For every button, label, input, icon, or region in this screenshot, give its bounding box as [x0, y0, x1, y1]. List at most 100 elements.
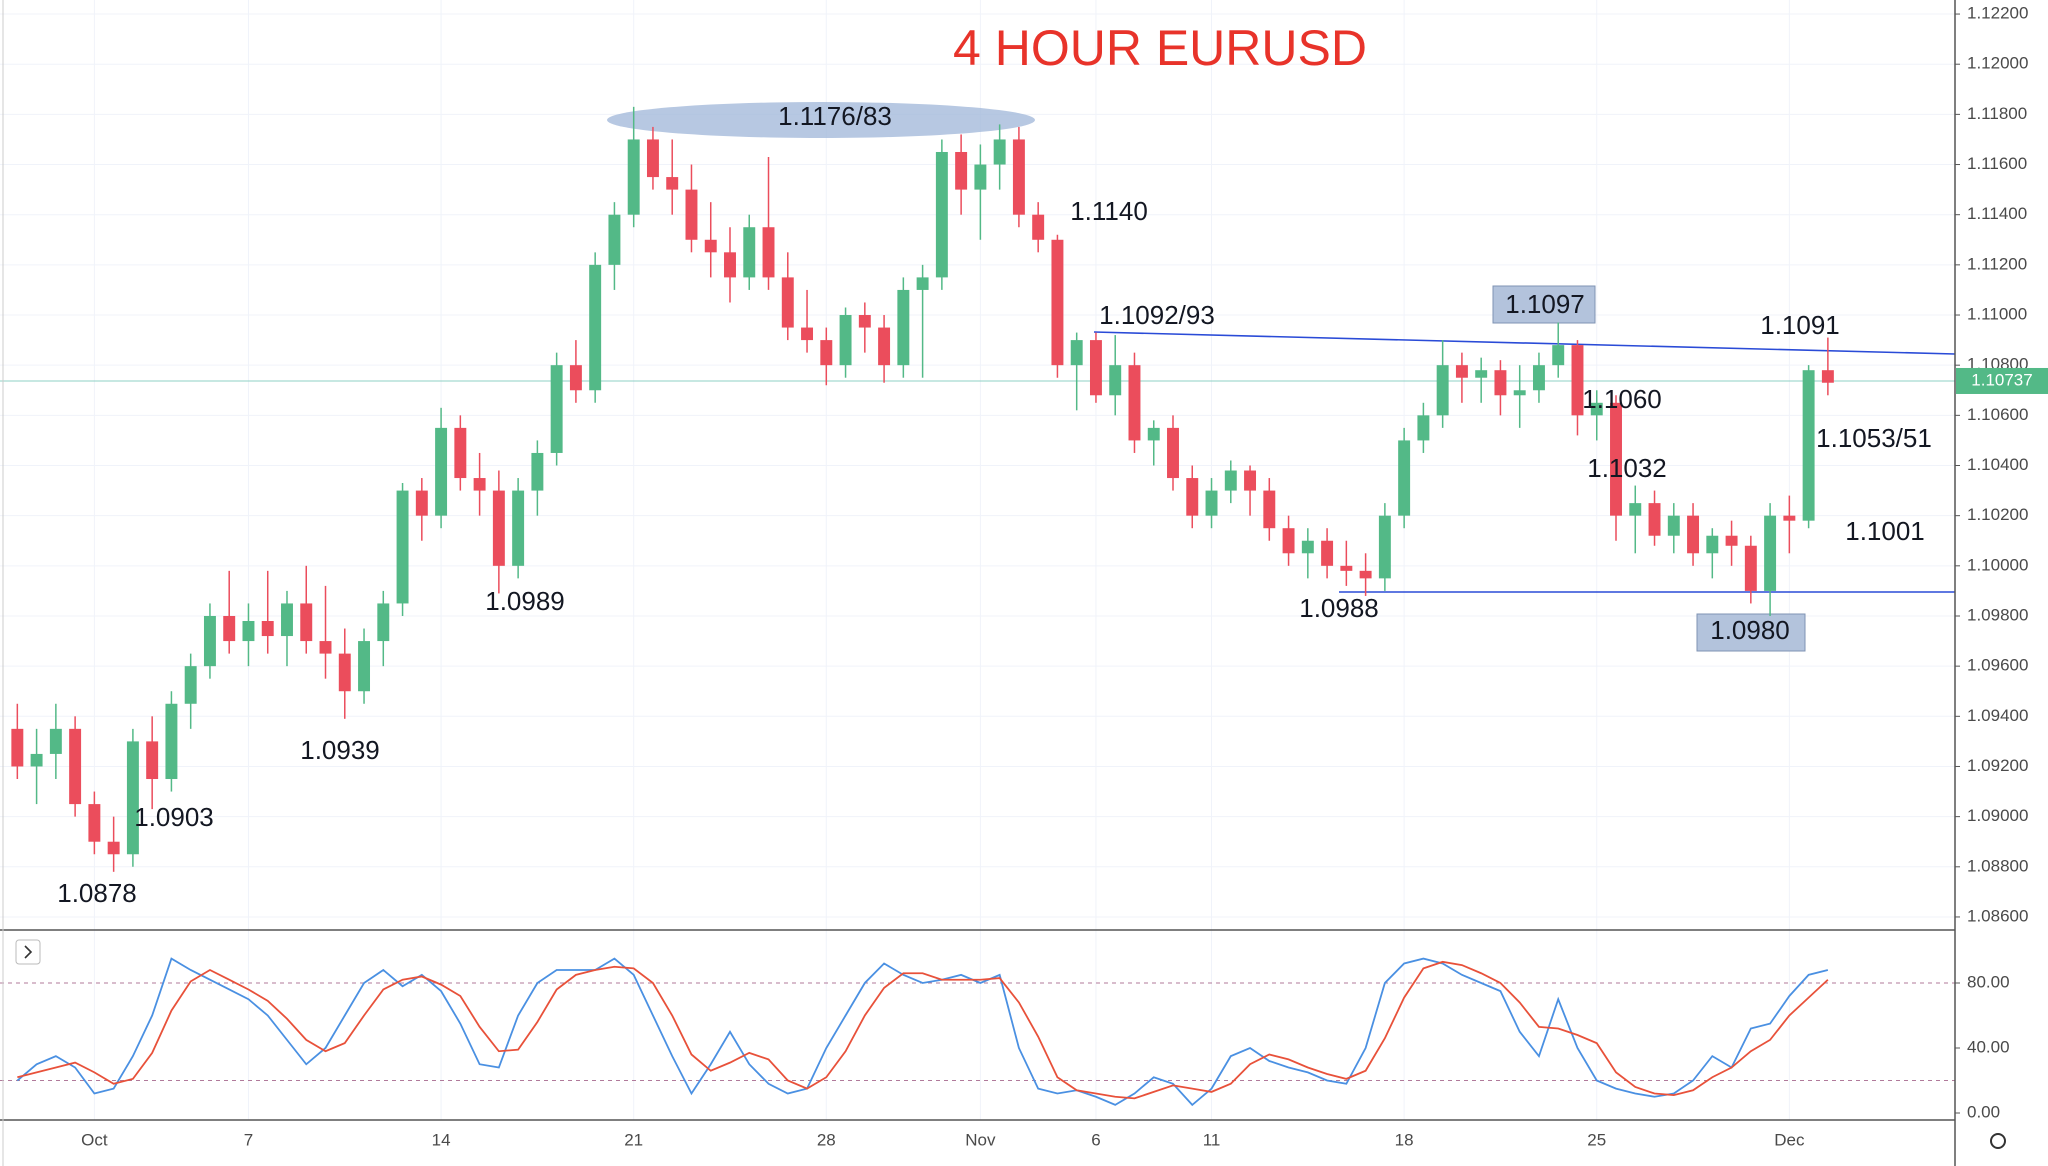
candle-body: [974, 164, 987, 190]
candle-body: [338, 653, 351, 692]
y-tick-label: 1.10000: [1967, 555, 2028, 574]
x-tick-label: 7: [244, 1130, 253, 1149]
candle-body: [1475, 370, 1488, 378]
annotation: 1.0980: [1710, 615, 1790, 645]
candle-body: [955, 151, 968, 190]
candle-body: [685, 189, 698, 240]
marks: [11, 106, 1834, 1107]
annotation: 1.1097: [1505, 289, 1585, 319]
candle-body: [1610, 402, 1622, 516]
candle-body: [69, 728, 82, 805]
candle-body: [1744, 545, 1757, 591]
collapse-button[interactable]: [15, 939, 41, 965]
candle-body: [223, 615, 236, 642]
x-tick-label: 21: [624, 1130, 643, 1149]
candle-body: [1821, 370, 1834, 383]
y-tick-label: 1.10200: [1967, 505, 2028, 524]
candle-body: [1263, 490, 1276, 529]
candle-body: [415, 490, 428, 516]
candle-body: [1783, 515, 1796, 521]
candle-body: [1340, 565, 1353, 571]
candle-body: [1552, 345, 1565, 366]
candle-body: [781, 277, 794, 328]
annotation: 1.1060: [1582, 384, 1662, 414]
candle-body: [30, 753, 43, 767]
annotation: 1.1091: [1760, 310, 1840, 340]
x-tick-label: Oct: [81, 1130, 108, 1149]
candle-body: [704, 239, 717, 253]
candle-body: [916, 277, 929, 290]
trend-line: [1093, 331, 1956, 355]
candle-body: [88, 804, 101, 842]
x-tick-label: Dec: [1774, 1130, 1805, 1149]
y-tick-label: 1.12000: [1967, 54, 2028, 73]
candle-body: [1629, 503, 1642, 516]
y-tick-label: 1.11200: [1967, 254, 2027, 273]
annotation: 1.1032: [1587, 453, 1667, 483]
candle-body: [126, 741, 139, 855]
candle-body: [146, 741, 159, 780]
candle-body: [1706, 535, 1719, 554]
annotation: 1.0939: [300, 735, 380, 765]
candle-body: [1301, 540, 1314, 554]
candle-body: [666, 177, 679, 190]
candle-body: [1359, 570, 1372, 579]
candle-body: [1764, 515, 1777, 591]
x-tick-label: Nov: [965, 1130, 996, 1149]
candle-body: [107, 841, 120, 855]
candle-body: [492, 490, 505, 566]
oscillator-line: [16, 957, 1829, 1107]
annotation: 1.1092/93: [1099, 300, 1215, 330]
candle-body: [569, 365, 582, 391]
candle-body: [762, 227, 775, 278]
candle-body: [319, 641, 332, 654]
settings-icon[interactable]: [1990, 1133, 2006, 1149]
highlight-ellipse: [607, 102, 1035, 138]
candle-body: [1128, 365, 1141, 441]
candle-body: [512, 490, 525, 566]
x-tick-label: 6: [1091, 1130, 1100, 1149]
candle-body: [993, 139, 1006, 165]
x-tick-label: 18: [1395, 1130, 1414, 1149]
y-tick-label: 1.09000: [1967, 806, 2028, 825]
candle-body: [1147, 427, 1160, 441]
candle-body: [801, 327, 814, 341]
candle-body: [1417, 415, 1430, 441]
candle-body: [1109, 365, 1122, 396]
x-tick-label: 25: [1587, 1130, 1606, 1149]
candle-body: [1687, 515, 1700, 554]
last-price-label: 1.10737: [1971, 370, 2032, 389]
candle-body: [1513, 390, 1526, 396]
y-tick-label: 1.12200: [1967, 4, 2028, 23]
candle-body: [473, 478, 486, 491]
y-tick-label: 1.08600: [1967, 906, 2028, 925]
candle-body: [358, 641, 371, 692]
candle-body: [1167, 427, 1179, 479]
y-tick-label: 1.09400: [1967, 706, 2028, 725]
candle-body: [820, 340, 833, 366]
candle-body: [377, 603, 390, 642]
candle-body: [724, 252, 736, 278]
candle-body: [1282, 528, 1295, 554]
candle-body: [1725, 535, 1738, 546]
chart-title: 4 HOUR EURUSD: [953, 20, 1367, 76]
y-tick-label: 1.10600: [1967, 405, 2028, 424]
candle-body: [1244, 470, 1257, 491]
y-tick-label: 1.08800: [1967, 856, 2028, 875]
y-tick-label: 80.00: [1967, 972, 2010, 991]
y-tick-label: 1.11600: [1967, 154, 2027, 173]
candle-body: [1032, 214, 1045, 240]
candle-body: [897, 289, 910, 366]
candle-body: [1532, 365, 1545, 391]
candle-body: [435, 427, 448, 516]
candle-body: [1494, 370, 1507, 396]
candle-body: [1321, 540, 1334, 566]
candle-body: [1186, 478, 1199, 516]
candle-body: [396, 490, 409, 604]
candle-body: [839, 315, 852, 366]
candle-body: [1051, 239, 1064, 366]
candle-body: [165, 703, 178, 780]
annotation: 1.1140: [1070, 196, 1148, 226]
y-tick-label: 1.11800: [1967, 104, 2027, 123]
